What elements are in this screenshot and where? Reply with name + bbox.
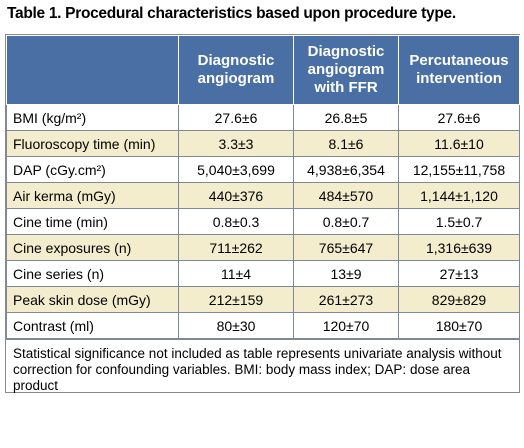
row-label: Air kerma (mGy) — [6, 182, 179, 209]
cell-value: 711±262 — [178, 234, 294, 261]
table-row: DAP (cGy.cm²) 5,040±3,699 4,938±6,354 12… — [6, 156, 520, 183]
table-row: Cine time (min) 0.8±0.3 0.8±0.7 1.5±0.7 — [6, 208, 520, 235]
cell-value: 484±570 — [293, 182, 399, 209]
header-diagnostic-angiogram-ffr: Diagnostic angiogram with FFR — [293, 35, 399, 105]
cell-value: 3.3±3 — [178, 130, 294, 157]
table-row: BMI (kg/m²) 27.6±6 26.8±5 27.6±6 — [6, 104, 520, 131]
cell-value: 12,155±11,758 — [398, 156, 520, 183]
header-row: Diagnostic angiogram Diagnostic angiogra… — [6, 35, 520, 105]
row-label: Peak skin dose (mGy) — [6, 286, 179, 313]
cell-value: 0.8±0.7 — [293, 208, 399, 235]
cell-value: 27±13 — [398, 260, 520, 287]
row-label: Cine series (n) — [6, 260, 179, 287]
table-row: Cine series (n) 11±4 13±9 27±13 — [6, 260, 520, 287]
cell-value: 212±159 — [178, 286, 294, 313]
cell-value: 765±647 — [293, 234, 399, 261]
cell-value: 440±376 — [178, 182, 294, 209]
cell-value: 27.6±6 — [398, 104, 520, 131]
table-container: Diagnostic angiogram Diagnostic angiogra… — [5, 34, 520, 393]
cell-value: 120±70 — [293, 312, 399, 339]
cell-value: 4,938±6,354 — [293, 156, 399, 183]
table-row: Contrast (ml) 80±30 120±70 180±70 — [6, 312, 520, 339]
cell-value: 11±4 — [178, 260, 294, 287]
header-corner — [6, 35, 179, 105]
header-diagnostic-angiogram: Diagnostic angiogram — [178, 35, 294, 105]
cell-value: 0.8±0.3 — [178, 208, 294, 235]
row-label: Cine exposures (n) — [6, 234, 179, 261]
cell-value: 27.6±6 — [178, 104, 294, 131]
table-title: Table 1. Procedural characteristics base… — [7, 5, 456, 22]
cell-value: 829±829 — [398, 286, 520, 313]
cell-value: 5,040±3,699 — [178, 156, 294, 183]
cell-value: 13±9 — [293, 260, 399, 287]
table-row: Fluoroscopy time (min) 3.3±3 8.1±6 11.6±… — [6, 130, 520, 157]
table-row: Air kerma (mGy) 440±376 484±570 1,144±1,… — [6, 182, 520, 209]
cell-value: 8.1±6 — [293, 130, 399, 157]
cell-value: 1.5±0.7 — [398, 208, 520, 235]
cell-value: 180±70 — [398, 312, 520, 339]
cell-value: 11.6±10 — [398, 130, 520, 157]
table-row: Peak skin dose (mGy) 212±159 261±273 829… — [6, 286, 520, 313]
cell-value: 1,316±639 — [398, 234, 520, 261]
row-label: BMI (kg/m²) — [6, 104, 179, 131]
row-label: Cine time (min) — [6, 208, 179, 235]
row-label: Fluoroscopy time (min) — [6, 130, 179, 157]
cell-value: 261±273 — [293, 286, 399, 313]
data-table: Diagnostic angiogram Diagnostic angiogra… — [6, 35, 520, 339]
cell-value: 80±30 — [178, 312, 294, 339]
row-label: Contrast (ml) — [6, 312, 179, 339]
table-footnote: Statistical significance not included as… — [6, 339, 519, 393]
cell-value: 26.8±5 — [293, 104, 399, 131]
table-row: Cine exposures (n) 711±262 765±647 1,316… — [6, 234, 520, 261]
cell-value: 1,144±1,120 — [398, 182, 520, 209]
header-percutaneous-intervention: Percutaneous intervention — [398, 35, 520, 105]
row-label: DAP (cGy.cm²) — [6, 156, 179, 183]
